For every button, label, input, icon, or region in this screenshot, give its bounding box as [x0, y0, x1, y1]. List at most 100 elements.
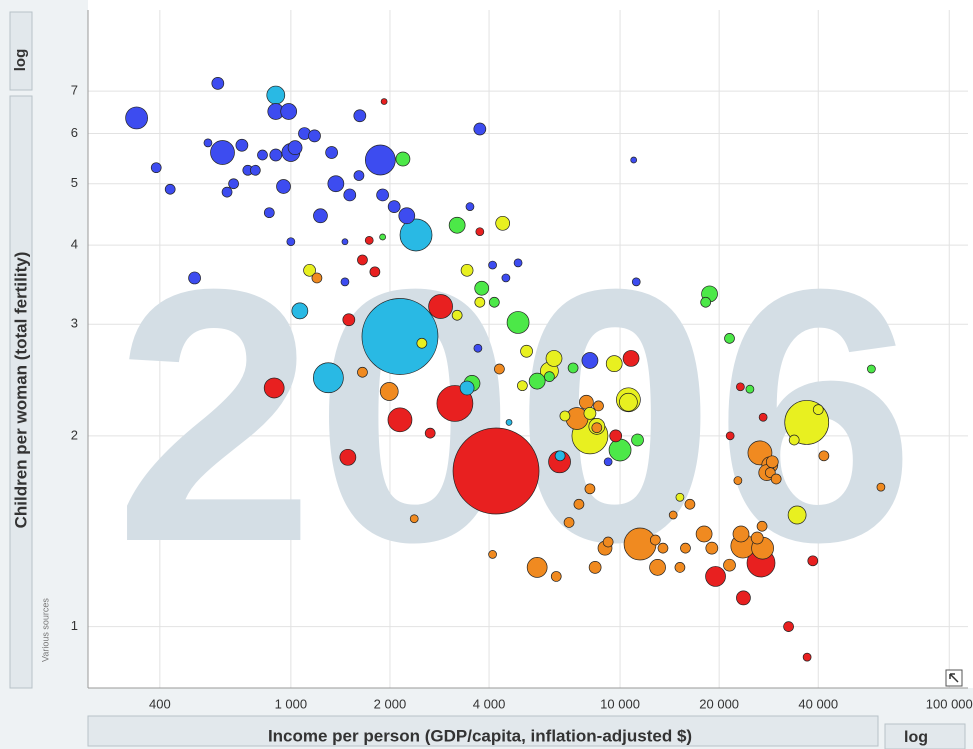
bubble	[409, 514, 419, 524]
bubble	[343, 188, 357, 202]
bubble	[428, 294, 453, 319]
source-label: Various sources	[40, 598, 50, 662]
bubble	[745, 384, 755, 394]
bubble	[579, 394, 594, 410]
bubble	[235, 138, 249, 152]
bubble	[501, 273, 511, 283]
x-tick-label: 2 000	[374, 696, 407, 711]
bubble	[263, 377, 285, 399]
bubble	[424, 427, 436, 439]
bubble	[517, 380, 528, 392]
bubble	[680, 542, 691, 554]
y-tick-label: 2	[71, 427, 78, 442]
bubble	[750, 531, 764, 545]
bubble	[787, 505, 807, 525]
y-axis-title[interactable]: Children per woman (total fertility)	[11, 252, 30, 529]
bubble	[545, 350, 563, 367]
y-tick-label: 3	[71, 316, 78, 331]
bubble	[488, 550, 497, 559]
bubble	[593, 400, 604, 412]
bubble	[807, 555, 819, 567]
bubble	[150, 162, 162, 174]
bubble	[723, 558, 736, 572]
bubble	[286, 237, 296, 247]
bubble	[736, 590, 751, 606]
bubble	[812, 404, 824, 415]
bubble	[257, 149, 268, 161]
bubble	[459, 380, 475, 396]
y-tick-label: 6	[71, 125, 78, 140]
bubble	[631, 277, 641, 287]
bubble	[544, 371, 555, 383]
bubble	[416, 337, 428, 349]
bubble	[357, 366, 368, 378]
bubble	[210, 140, 235, 165]
bubble	[725, 431, 735, 441]
bubble	[526, 557, 548, 578]
bubble	[675, 492, 685, 502]
bubble	[280, 103, 298, 120]
x-tick-label: 40 000	[798, 696, 838, 711]
bubble	[559, 410, 571, 422]
bubble	[311, 272, 323, 284]
bubble	[581, 352, 599, 369]
y-tick-label: 5	[71, 175, 78, 190]
bubble	[818, 450, 830, 462]
bubble	[733, 476, 743, 485]
bubble	[353, 109, 367, 123]
bubble	[783, 621, 794, 632]
bubble	[668, 510, 678, 520]
bubble	[276, 179, 291, 194]
x-tick-label: 10 000	[600, 696, 640, 711]
bubble	[788, 434, 800, 446]
bubble	[495, 215, 511, 231]
bubble	[353, 170, 365, 181]
year-watermark: 2006	[115, 215, 916, 617]
bubble	[228, 178, 239, 190]
x-scale-label[interactable]: log	[904, 729, 928, 746]
bubble	[452, 427, 540, 515]
bubble	[380, 98, 388, 105]
bubble	[357, 254, 368, 266]
bubble	[622, 350, 640, 367]
y-axis-selector[interactable]	[9, 95, 33, 689]
bubble	[876, 482, 886, 492]
bubble	[164, 183, 176, 195]
bubble	[650, 534, 661, 546]
y-scale-button[interactable]	[9, 11, 33, 91]
bubble	[364, 144, 396, 176]
bubble	[340, 277, 350, 287]
bubble	[339, 448, 357, 466]
x-tick-label: 4 000	[473, 696, 506, 711]
bubble	[488, 260, 497, 270]
bubble	[379, 233, 386, 241]
x-tick-label: 1 000	[275, 696, 308, 711]
y-scale-label[interactable]: log	[12, 49, 29, 72]
x-scale-button[interactable]	[884, 723, 966, 749]
bubble	[563, 517, 575, 528]
bubble	[520, 344, 533, 358]
x-axis-title[interactable]: Income per person (GDP/capita, inflation…	[268, 726, 692, 745]
bubble	[657, 542, 669, 554]
bubble	[700, 296, 712, 308]
bubble	[867, 364, 876, 374]
bubble	[303, 263, 316, 277]
bubble	[488, 296, 500, 308]
bubble	[505, 419, 513, 426]
bubble	[266, 85, 286, 105]
bubble	[341, 238, 349, 246]
bubble	[460, 263, 474, 277]
bubble	[269, 148, 283, 162]
bubble	[376, 188, 389, 202]
bubble	[379, 382, 399, 401]
x-axis-selector[interactable]	[87, 715, 879, 747]
bubble	[588, 561, 602, 574]
bubble	[609, 429, 623, 443]
bubble	[583, 407, 597, 420]
bubble	[475, 227, 485, 237]
bubble	[327, 175, 345, 193]
bubble	[263, 207, 275, 219]
bubble	[758, 412, 768, 422]
x-tick-label: 20 000	[699, 696, 739, 711]
bubble	[608, 438, 632, 462]
